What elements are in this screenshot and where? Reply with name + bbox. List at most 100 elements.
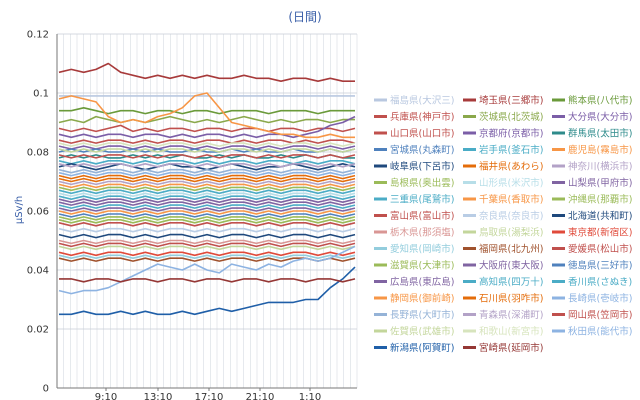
legend-label: 愛知県(岡崎市) (390, 243, 454, 255)
chart-title: (日間) (288, 10, 321, 24)
legend-label: 沖縄県(那覇市) (568, 194, 632, 206)
series-line-38 (58, 171, 356, 177)
legend-label: 神奈川(横浜市) (568, 161, 632, 173)
y-tick-label: 0.04 (27, 266, 49, 277)
legend-label: 宮崎県(延岡市) (479, 342, 543, 354)
legend-label: 山梨県(甲府市) (568, 177, 632, 189)
series-line-13 (58, 174, 356, 180)
series-line-37 (58, 177, 356, 183)
series-line-42 (58, 148, 356, 153)
series-line-2 (59, 107, 355, 115)
legend-label: 熊本県(八代市) (568, 95, 632, 107)
series-line-5 (58, 115, 356, 139)
series-line-27 (58, 254, 356, 260)
legend: 福島県(大沢三) 埼玉県(三郷市) 熊本県(八代市) 兵庫県(神戸市) 茨城県(北茨城)… (374, 95, 632, 354)
series-line-21 (58, 222, 356, 227)
series-line-15 (58, 186, 356, 192)
legend-label: 鹿児島(霧島市) (568, 144, 632, 156)
legend-label: 福岡県(北九州) (479, 243, 543, 255)
series-line-17 (58, 198, 356, 203)
axes: 0 0.02 0.04 0.06 0.08 0.1 0.12 9:10 13:10 17:10 21… (27, 30, 357, 400)
series-line-4 (58, 115, 355, 124)
series-line-7 (58, 145, 356, 150)
legend-label: 静岡県(御前崎) (390, 293, 454, 305)
series-line-34 (58, 195, 356, 200)
legend-label: 高知県(四万十) (479, 276, 543, 288)
legend-label: 秋田県(能代市) (568, 326, 632, 338)
legend-label: 徳島県(三好市) (568, 260, 632, 272)
y-tick-label: 0.1 (33, 89, 49, 100)
legend-label: 広島県(東広島) (390, 276, 454, 288)
series-line-24 (58, 239, 356, 245)
legend-label: 栃木県(那須塩) (390, 227, 454, 239)
series-line-31 (58, 207, 356, 212)
legend-label: 山形県(米沢市) (479, 177, 543, 189)
series-line-35 (58, 189, 356, 195)
series-line-9 (58, 148, 356, 153)
legend-label: 岡山県(笠岡市) (568, 309, 632, 321)
series-line-39 (58, 168, 356, 174)
series-line-30 (58, 219, 356, 224)
series-line-41 (58, 154, 356, 159)
series-line-3 (58, 124, 356, 133)
y-tick-label: 0.06 (27, 207, 49, 218)
series-line-20 (58, 216, 356, 221)
series-line-16 (58, 192, 356, 197)
y-axis-label: μSv/h (14, 196, 25, 224)
y-tick-label: 0.08 (27, 148, 49, 159)
legend-label: 福島県(大沢三) (390, 95, 454, 107)
y-tick-label: 0.02 (27, 325, 49, 336)
series-line-14 (58, 180, 356, 186)
legend-label: 愛媛県(松山市) (568, 243, 632, 255)
legend-label: 長崎県(壱岐市) (568, 293, 632, 305)
series-line-10 (58, 160, 356, 165)
series-line-46 (59, 278, 356, 283)
series-line-26 (58, 251, 356, 257)
legend-label: 宮城県(丸森町) (390, 144, 454, 156)
legend-label: 青森県(深浦町) (479, 309, 543, 321)
legend-label: 佐賀県(武雄市) (390, 326, 454, 338)
legend-label: 岐阜県(下呂市) (390, 161, 454, 173)
series-line-6 (58, 139, 356, 144)
series-line-18 (58, 204, 356, 209)
x-tick-label: 1:10 (299, 392, 321, 400)
series-line-43 (58, 142, 356, 147)
series-line-19 (58, 210, 356, 215)
series-lines (58, 62, 356, 316)
legend-label: 群馬県(太田市) (568, 128, 632, 140)
y-tick-label: 0 (43, 384, 49, 395)
legend-label: 香川県(さぬき) (568, 277, 632, 288)
legend-label: 大分県(大分市) (568, 111, 632, 123)
legend-label: 福井県(あわら) (479, 161, 543, 173)
x-tick-label: 9:10 (95, 392, 117, 400)
series-line-40 (58, 163, 356, 168)
legend-label: 鳥取県(湯梨浜) (479, 227, 543, 239)
legend-label: 千葉県(香取市) (479, 194, 543, 206)
legend-label: 長野県(大町市) (390, 309, 454, 321)
legend-label: 奈良県(奈良市) (479, 210, 543, 222)
legend-label: 東京都(新宿区) (568, 227, 632, 239)
series-line-45 (59, 266, 356, 316)
legend-label: 新潟県(阿賀町) (390, 342, 454, 354)
legend-label: 京都府(京都市) (479, 128, 543, 140)
series-line-33 (58, 201, 356, 206)
y-tick-label: 0.12 (27, 30, 49, 41)
legend-label: 石川県(羽咋市) (479, 293, 543, 305)
series-line-23 (58, 233, 356, 239)
legend-label: 山口県(山口市) (390, 128, 454, 140)
legend-label: 島根県(奥出雲) (390, 177, 454, 189)
legend-label: 岩手県(釜石市) (479, 144, 543, 156)
x-tick-label: 13:10 (144, 392, 173, 400)
series-line-29 (58, 242, 356, 248)
series-line-11 (58, 92, 355, 139)
series-line-22 (58, 227, 356, 233)
x-tick-label: 21:10 (246, 392, 275, 400)
legend-label: 北海道(共和町) (568, 210, 632, 222)
series-line-36 (58, 183, 356, 189)
legend-label: 滋賀県(大津市) (390, 260, 454, 272)
x-tick-label: 17:10 (195, 392, 224, 400)
legend-label: 茨城県(北茨城) (479, 111, 543, 123)
legend-label: 三重県(尾鷲市) (390, 194, 454, 206)
series-line-44 (58, 245, 356, 295)
